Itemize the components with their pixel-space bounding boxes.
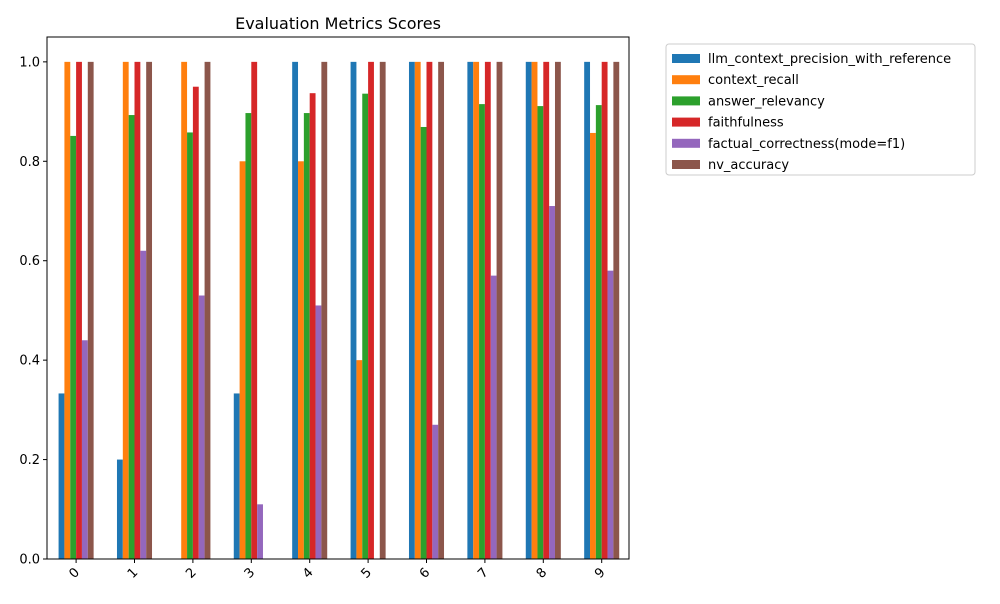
- chart-title: Evaluation Metrics Scores: [235, 14, 441, 33]
- bar-llm_context_precision_with_reference-8: [525, 61, 532, 560]
- bar-llm_context_precision_with_reference-1: [116, 459, 123, 559]
- bar-context_recall-2: [181, 61, 188, 560]
- bar-context_recall-8: [531, 61, 538, 560]
- bar-llm_context_precision_with_reference-9: [584, 61, 591, 560]
- bar-answer_relevancy-5: [362, 93, 369, 560]
- bars-group: [58, 61, 620, 560]
- bar-nv_accuracy-5: [379, 61, 386, 560]
- bar-answer_relevancy-4: [303, 113, 310, 559]
- bar-llm_context_precision_with_reference-4: [292, 61, 299, 560]
- x-tick-label: 0: [66, 565, 82, 581]
- legend-box: [665, 43, 976, 176]
- y-tick-label: 0.2: [19, 453, 40, 468]
- bar-factual_correctness(mode=f1)-6: [432, 424, 439, 559]
- bar-context_recall-4: [298, 161, 304, 560]
- bar-answer_relevancy-6: [420, 126, 427, 559]
- x-tick-label: 7: [475, 565, 491, 581]
- legend-swatch-llm_context_precision_with_reference: [672, 54, 700, 63]
- x-tick-label: 6: [417, 565, 433, 581]
- y-axis: 0.0 0.2 0.4 0.6 0.8 1.0: [19, 55, 47, 568]
- bar-factual_correctness(mode=f1)-7: [490, 275, 497, 559]
- bar-answer_relevancy-1: [128, 115, 135, 560]
- bar-answer_relevancy-8: [537, 106, 544, 559]
- legend-swatch-faithfulness: [672, 117, 700, 127]
- y-tick-label: 1.0: [19, 55, 40, 70]
- bar-factual_correctness(mode=f1)-8: [549, 206, 555, 559]
- x-tick-label: 9: [592, 565, 608, 581]
- bar-context_recall-0: [64, 61, 71, 560]
- bar-llm_context_precision_with_reference-5: [350, 61, 357, 560]
- bar-context_recall-5: [356, 360, 363, 559]
- x-tick-label: 2: [183, 565, 199, 581]
- legend-swatch-answer_relevancy: [672, 96, 700, 106]
- legend-label-nv_accuracy: nv_accuracy: [708, 158, 789, 173]
- bar-factual_correctness(mode=f1)-3: [257, 504, 263, 559]
- y-tick-label: 0.6: [19, 254, 40, 269]
- y-tick-label: 0.8: [19, 155, 40, 170]
- bar-llm_context_precision_with_reference-0: [58, 393, 65, 559]
- legend-label-faithfulness: faithfulness: [708, 116, 784, 131]
- x-axis: 0 1 2 3 4 5 6 7 8 9: [66, 559, 609, 582]
- bar-llm_context_precision_with_reference-6: [408, 61, 415, 560]
- bar-factual_correctness(mode=f1)-9: [607, 270, 614, 559]
- bar-context_recall-6: [414, 61, 421, 560]
- bar-faithfulness-8: [543, 61, 550, 560]
- bar-faithfulness-6: [426, 61, 433, 560]
- bar-llm_context_precision_with_reference-7: [467, 61, 474, 560]
- x-tick-label: 8: [534, 565, 550, 581]
- x-tick-label: 1: [125, 565, 141, 581]
- bar-factual_correctness(mode=f1)-2: [198, 295, 205, 559]
- bar-faithfulness-4: [309, 93, 316, 560]
- bar-factual_correctness(mode=f1)-4: [315, 305, 322, 559]
- plot-frame: [46, 36, 630, 560]
- bar-llm_context_precision_with_reference-3: [233, 393, 240, 559]
- y-tick-label: 0.4: [19, 354, 40, 369]
- bar-faithfulness-1: [134, 61, 141, 560]
- bar-factual_correctness(mode=f1)-1: [140, 250, 147, 559]
- legend-label-factual_correctness(mode=f1): factual_correctness(mode=f1): [708, 137, 905, 152]
- legend-swatch-nv_accuracy: [672, 160, 700, 169]
- bar-factual_correctness(mode=f1)-0: [81, 340, 88, 559]
- bar-nv_accuracy-0: [87, 61, 94, 560]
- bar-answer_relevancy-2: [187, 132, 193, 559]
- legend-label-llm_context_precision_with_reference: llm_context_precision_with_reference: [708, 52, 951, 67]
- legend-swatch-context_recall: [672, 75, 700, 85]
- bar-nv_accuracy-1: [146, 61, 153, 560]
- x-tick-label: 4: [300, 565, 316, 581]
- bar-nv_accuracy-7: [496, 61, 503, 560]
- bar-faithfulness-3: [251, 61, 258, 560]
- bar-context_recall-1: [122, 61, 129, 560]
- legend-label-context_recall: context_recall: [708, 73, 799, 88]
- bar-context_recall-9: [590, 132, 596, 559]
- bar-faithfulness-5: [368, 61, 374, 560]
- bar-answer_relevancy-7: [479, 104, 485, 560]
- bar-nv_accuracy-8: [554, 61, 561, 560]
- bar-nv_accuracy-4: [321, 61, 328, 560]
- bar-faithfulness-2: [192, 86, 199, 560]
- bar-answer_relevancy-0: [70, 135, 77, 559]
- bar-nv_accuracy-2: [204, 61, 211, 560]
- bar-answer_relevancy-3: [245, 113, 252, 559]
- bar-faithfulness-0: [76, 61, 82, 560]
- legend-swatch-factual_correctness(mode=f1): [672, 138, 700, 148]
- bar-context_recall-7: [473, 61, 480, 560]
- bar-context_recall-3: [239, 161, 246, 560]
- bar-faithfulness-9: [601, 61, 608, 560]
- bar-faithfulness-7: [484, 61, 491, 560]
- y-tick-label: 0.0: [19, 553, 40, 568]
- x-tick-label: 3: [242, 565, 258, 581]
- bar-nv_accuracy-6: [438, 61, 445, 560]
- x-tick-label: 5: [358, 565, 374, 581]
- bar-answer_relevancy-9: [595, 105, 602, 560]
- legend: llm_context_precision_with_referencecont…: [665, 43, 976, 176]
- bar-nv_accuracy-9: [613, 61, 620, 560]
- legend-label-answer_relevancy: answer_relevancy: [708, 94, 825, 109]
